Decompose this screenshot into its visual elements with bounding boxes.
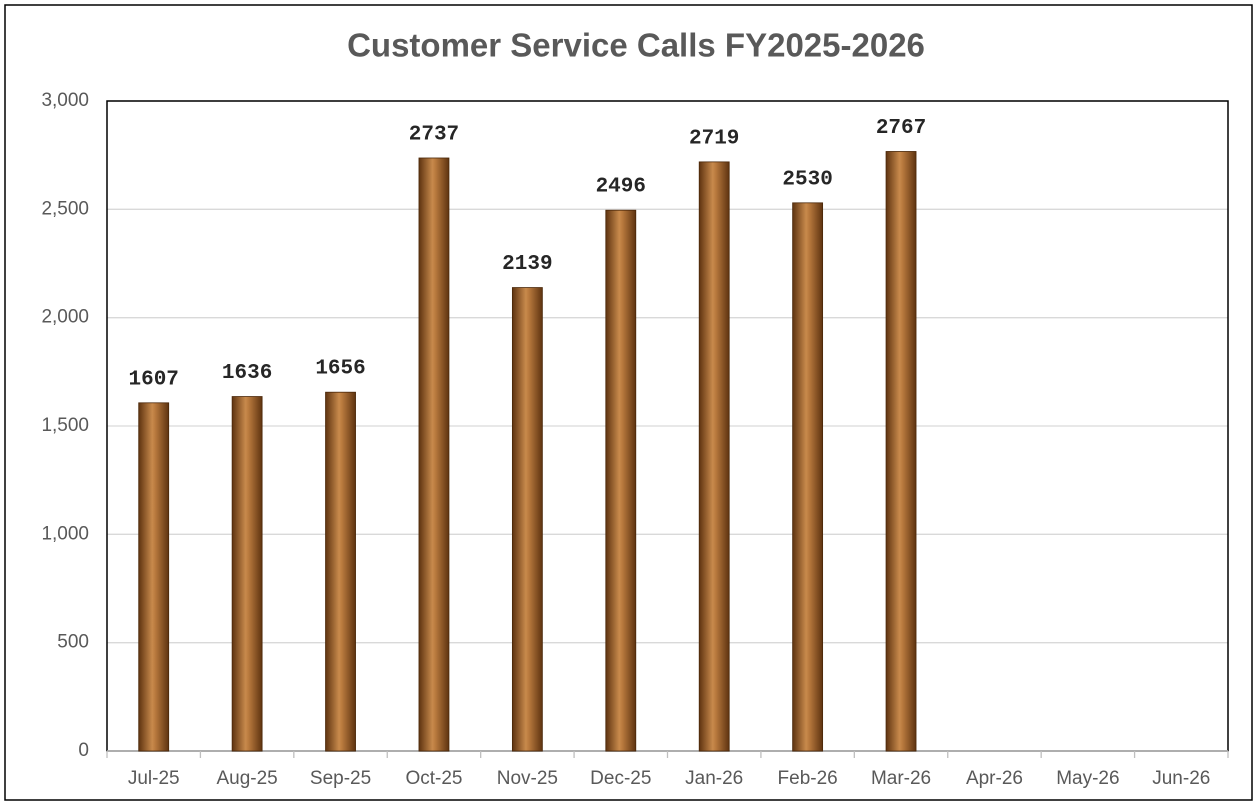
data-label: 2767: [876, 117, 926, 140]
data-label: 1636: [222, 362, 272, 385]
y-tick-label: 500: [57, 632, 89, 653]
data-label: 2737: [409, 124, 459, 147]
x-tick-label: Sep-25: [310, 768, 371, 789]
bar: [231, 396, 263, 752]
bar: [418, 157, 450, 752]
x-tick-label: Apr-26: [966, 768, 1023, 789]
data-label: 1656: [315, 358, 365, 381]
x-tick-label: Jun-26: [1152, 768, 1210, 789]
x-tick-label: Nov-25: [497, 768, 558, 789]
x-tick-label: Jan-26: [685, 768, 743, 789]
data-label: 1607: [128, 368, 178, 391]
x-tick-label: Aug-25: [216, 768, 277, 789]
bar: [138, 402, 170, 752]
y-tick-label: 1,500: [41, 415, 89, 436]
x-tick-label: Oct-25: [405, 768, 462, 789]
y-tick-label: 1,000: [41, 523, 89, 544]
bar: [511, 287, 543, 752]
bar: [792, 202, 824, 752]
y-tick-label: 0: [78, 740, 89, 761]
x-tick-label: Mar-26: [871, 768, 931, 789]
bar: [325, 391, 356, 752]
bar: [698, 161, 730, 752]
data-label: 2719: [689, 127, 739, 150]
y-tick-label: 3,000: [41, 90, 89, 111]
y-tick-label: 2,000: [41, 307, 89, 328]
bar: [605, 209, 637, 752]
x-tick-label: Feb-26: [778, 768, 838, 789]
x-tick-label: Dec-25: [590, 768, 651, 789]
chart-title: Customer Service Calls FY2025-2026: [347, 27, 925, 64]
x-tick-label: May-26: [1056, 768, 1119, 789]
x-tick-label: Jul-25: [128, 768, 180, 789]
data-label: 2530: [782, 168, 832, 191]
bar: [885, 151, 917, 752]
data-label: 2139: [502, 253, 552, 276]
data-label: 2496: [596, 176, 646, 199]
y-tick-label: 2,500: [41, 198, 89, 219]
